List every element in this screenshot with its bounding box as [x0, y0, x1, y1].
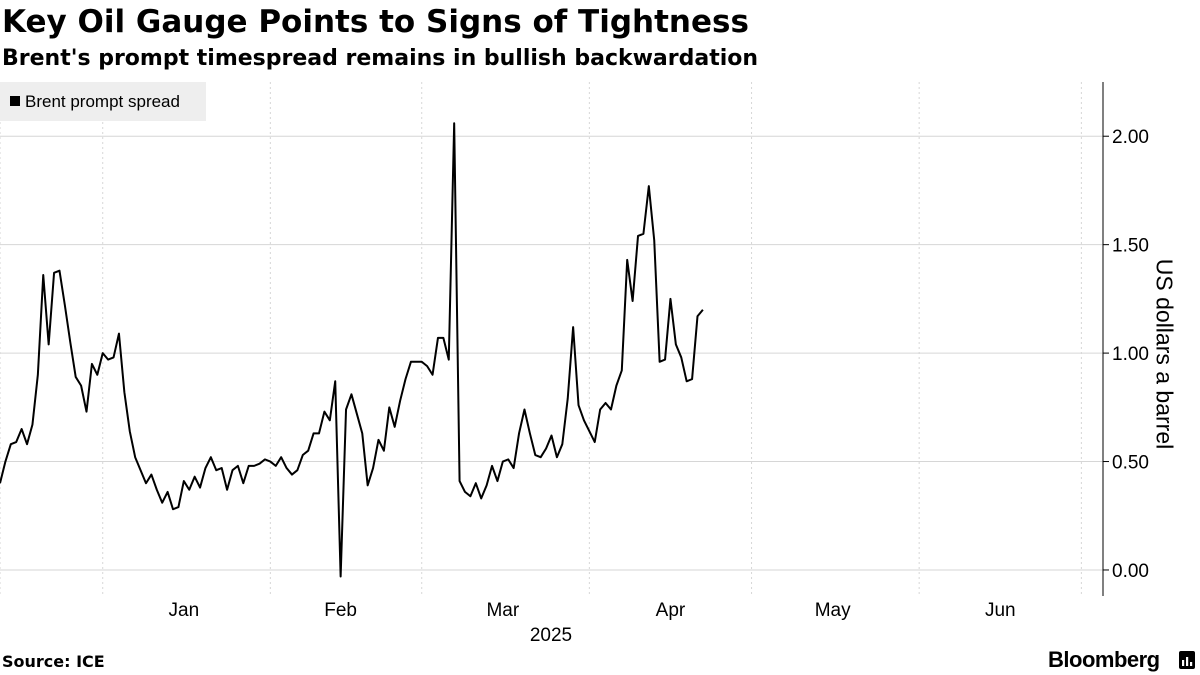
legend: [0, 82, 206, 121]
y-tick-label: 1.50: [1112, 236, 1149, 257]
gridlines: [0, 82, 1103, 596]
series-layer: [0, 122, 704, 578]
y-axis-title: US dollars a barrel: [1151, 258, 1178, 450]
x-tick-label: Feb: [324, 600, 357, 621]
chart-subtitle: Brent's prompt timespread remains in bul…: [2, 46, 759, 71]
series-line: [0, 122, 704, 578]
x-year-label: 2025: [530, 625, 572, 646]
x-tick-label: Apr: [656, 600, 686, 621]
y-tick-label: 0.50: [1112, 453, 1149, 474]
x-tick-label: Jun: [985, 600, 1016, 621]
y-tick-label: 2.00: [1112, 127, 1149, 148]
source-note: Source: ICE: [2, 652, 105, 671]
bloomberg-chart-icon: [1179, 651, 1195, 669]
y-axis: 0.00 0.50 1.00 1.50 2.00: [1102, 82, 1149, 596]
x-tick-label: Mar: [486, 600, 519, 621]
x-axis: Jan Feb Mar Apr May Jun 2025: [169, 600, 1016, 646]
y-tick-label: 1.00: [1112, 344, 1149, 365]
legend-label: Brent prompt spread: [25, 92, 180, 111]
x-tick-label: Jan: [169, 600, 200, 621]
chart-title: Key Oil Gauge Points to Signs of Tightne…: [2, 4, 749, 40]
legend-swatch: [10, 96, 20, 106]
x-tick-label: May: [815, 600, 851, 621]
y-tick-label: 0.00: [1112, 561, 1149, 582]
brand-logo: Bloomberg: [1048, 647, 1160, 672]
